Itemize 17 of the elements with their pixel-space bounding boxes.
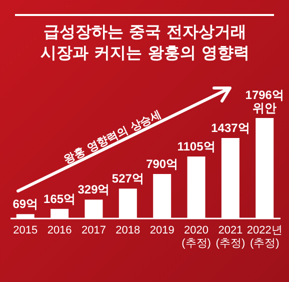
x-tick-label: 2020 (추정) bbox=[182, 224, 211, 250]
data-label: 527억 bbox=[112, 172, 144, 186]
x-tick-label: 2016 bbox=[47, 224, 72, 236]
x-tick-label: 2022년 (추정) bbox=[246, 224, 282, 250]
x-tick-label: 2019 bbox=[150, 224, 174, 236]
data-label: 329억 bbox=[78, 182, 110, 197]
data-label: 790억 bbox=[146, 157, 178, 172]
chart-title: 급성장하는 중국 전자상거래 시장과 커지는 왕훙의 영향력 bbox=[40, 22, 250, 62]
data-label: 1105억 bbox=[177, 139, 216, 154]
x-tick-label: 2021 (추정) bbox=[216, 224, 246, 250]
data-label: 165억 bbox=[44, 192, 76, 206]
data-label: 69억 bbox=[12, 197, 38, 212]
data-label: 1437억 bbox=[211, 120, 250, 135]
text: 1796억 위안 bbox=[245, 88, 284, 115]
x-tick-label: 2017 bbox=[81, 224, 106, 236]
x-tick-label: 2015 bbox=[13, 224, 38, 236]
x-tick-label: 2018 bbox=[116, 224, 140, 236]
